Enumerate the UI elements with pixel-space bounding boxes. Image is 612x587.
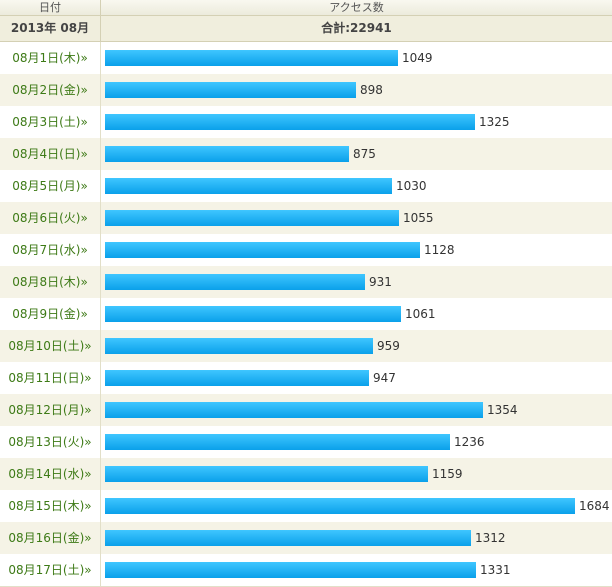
access-count: 1325 (479, 115, 510, 129)
access-bar (105, 82, 356, 98)
access-count: 1354 (487, 403, 518, 417)
date-link[interactable]: 08月12日(月)» (0, 394, 101, 426)
access-count: 875 (353, 147, 376, 161)
access-bar (105, 434, 450, 450)
table-row: 08月3日(土)» 1325 (0, 106, 612, 139)
access-count: 1030 (396, 179, 427, 193)
access-bar (105, 242, 420, 258)
summary-row: 2013年 08月 合計:22941 (0, 16, 612, 42)
access-bar (105, 114, 475, 130)
date-link[interactable]: 08月1日(木)» (0, 42, 101, 74)
access-count: 1312 (475, 531, 506, 545)
table-row: 08月17日(土)» 1331 (0, 554, 612, 587)
access-count: 1055 (403, 211, 434, 225)
total-label: 合計:22941 (321, 21, 392, 35)
table-header: 日付 アクセス数 (0, 0, 612, 16)
table-row: 08月9日(金)» 1061 (0, 298, 612, 331)
month-label: 2013年 08月 (0, 16, 101, 41)
date-link[interactable]: 08月13日(火)» (0, 426, 101, 458)
date-link[interactable]: 08月17日(土)» (0, 554, 101, 586)
access-count: 1128 (424, 243, 455, 257)
access-count: 959 (377, 339, 400, 353)
date-link[interactable]: 08月10日(土)» (0, 330, 101, 362)
date-link[interactable]: 08月16日(金)» (0, 522, 101, 554)
access-bar (105, 178, 392, 194)
date-column-header: 日付 (0, 0, 101, 15)
date-link[interactable]: 08月7日(水)» (0, 234, 101, 266)
table-row: 08月10日(土)» 959 (0, 330, 612, 363)
access-bar (105, 306, 401, 322)
date-link[interactable]: 08月2日(金)» (0, 74, 101, 106)
date-link[interactable]: 08月5日(月)» (0, 170, 101, 202)
table-row: 08月1日(木)» 1049 (0, 42, 612, 75)
access-bar (105, 562, 476, 578)
access-bar (105, 466, 428, 482)
table-row: 08月4日(日)» 875 (0, 138, 612, 171)
access-count: 1331 (480, 563, 511, 577)
access-count: 947 (373, 371, 396, 385)
access-count: 898 (360, 83, 383, 97)
access-bar (105, 146, 349, 162)
table-row: 08月7日(水)» 1128 (0, 234, 612, 267)
date-link[interactable]: 08月11日(日)» (0, 362, 101, 394)
date-link[interactable]: 08月9日(金)» (0, 298, 101, 330)
access-count: 1159 (432, 467, 463, 481)
table-row: 08月2日(金)» 898 (0, 74, 612, 107)
access-bar (105, 530, 471, 546)
table-row: 08月8日(木)» 931 (0, 266, 612, 299)
table-row: 08月5日(月)» 1030 (0, 170, 612, 203)
access-bar (105, 370, 369, 386)
date-link[interactable]: 08月15日(木)» (0, 490, 101, 522)
date-link[interactable]: 08月14日(水)» (0, 458, 101, 490)
table-row: 08月14日(水)» 1159 (0, 458, 612, 491)
access-column-header: アクセス数 (329, 1, 384, 14)
table-row: 08月15日(木)» 1684 (0, 490, 612, 523)
table-row: 08月6日(火)» 1055 (0, 202, 612, 235)
table-row: 08月11日(日)» 947 (0, 362, 612, 395)
access-bar (105, 338, 373, 354)
access-bar (105, 210, 399, 226)
access-count: 931 (369, 275, 392, 289)
access-count: 1236 (454, 435, 485, 449)
date-link[interactable]: 08月8日(木)» (0, 266, 101, 298)
table-row: 08月13日(火)» 1236 (0, 426, 612, 459)
access-bar (105, 402, 483, 418)
access-bar (105, 50, 398, 66)
table-row: 08月12日(月)» 1354 (0, 394, 612, 427)
date-link[interactable]: 08月6日(火)» (0, 202, 101, 234)
access-count: 1061 (405, 307, 436, 321)
date-link[interactable]: 08月3日(土)» (0, 106, 101, 138)
access-bar (105, 274, 365, 290)
access-bar (105, 498, 575, 514)
access-count: 1684 (579, 499, 610, 513)
table-row: 08月16日(金)» 1312 (0, 522, 612, 555)
access-count: 1049 (402, 51, 433, 65)
date-link[interactable]: 08月4日(日)» (0, 138, 101, 170)
